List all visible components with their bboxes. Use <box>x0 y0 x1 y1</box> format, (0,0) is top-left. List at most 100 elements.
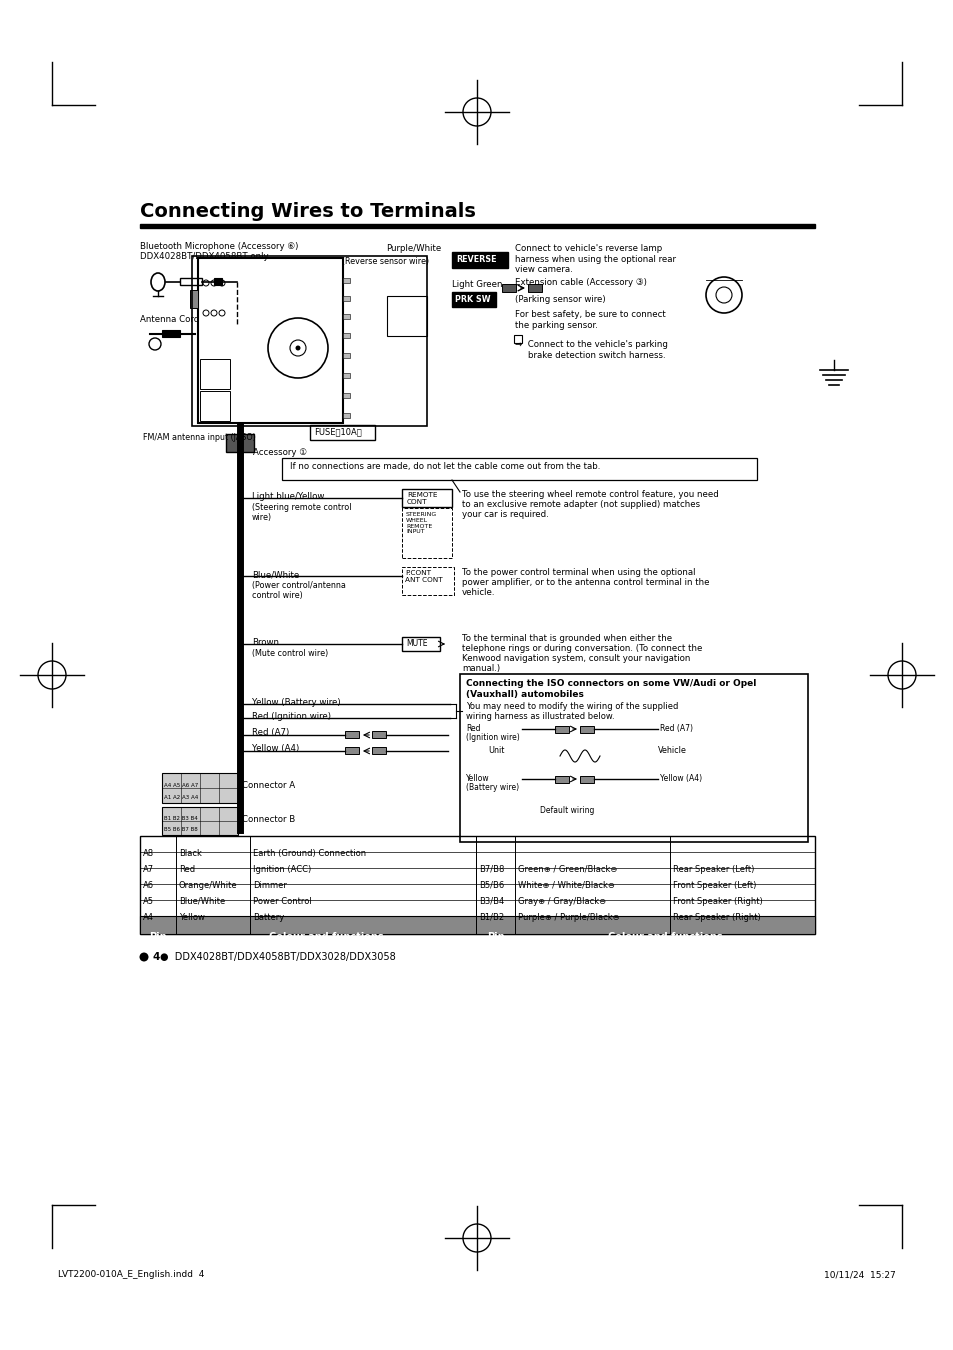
Text: wiring harness as illustrated below.: wiring harness as illustrated below. <box>465 711 614 721</box>
Text: Connector A: Connector A <box>242 782 294 790</box>
Text: B5 B6 B7 B8: B5 B6 B7 B8 <box>164 828 197 832</box>
Bar <box>282 458 757 481</box>
Bar <box>345 730 358 738</box>
Bar <box>401 489 452 508</box>
Text: Connector B: Connector B <box>242 815 294 824</box>
Text: STEERING
WHEEL
REMOTE
INPUT: STEERING WHEEL REMOTE INPUT <box>406 512 436 535</box>
Text: REMOTE
CONT: REMOTE CONT <box>407 491 437 505</box>
Bar <box>459 674 807 842</box>
Bar <box>200 392 230 421</box>
Text: PRK SW: PRK SW <box>455 296 490 304</box>
Text: To use the steering wheel remote control feature, you need: To use the steering wheel remote control… <box>461 490 718 500</box>
Text: DDX4028BT/DDX4058BT only: DDX4028BT/DDX4058BT only <box>140 252 269 261</box>
Text: Front Speaker (Left): Front Speaker (Left) <box>672 882 756 890</box>
Text: your car is required.: your car is required. <box>461 510 548 518</box>
Text: FM/AM antenna input (JASO): FM/AM antenna input (JASO) <box>143 433 255 441</box>
Text: If no connections are made, do not let the cable come out from the tab.: If no connections are made, do not let t… <box>290 462 599 471</box>
Text: Extension cable (Accessory ③): Extension cable (Accessory ③) <box>515 278 646 288</box>
Text: Pin: Pin <box>149 931 167 942</box>
Bar <box>401 637 439 651</box>
Text: A7: A7 <box>143 865 154 873</box>
Bar <box>226 433 253 452</box>
Text: manual.): manual.) <box>461 664 499 674</box>
Text: Light blue/Yellow: Light blue/Yellow <box>252 491 324 501</box>
Text: (Power control/antenna: (Power control/antenna <box>252 580 346 590</box>
Text: Connecting the ISO connectors on some VW/Audi or Opel: Connecting the ISO connectors on some VW… <box>465 679 756 688</box>
Text: Yellow: Yellow <box>179 913 205 922</box>
Text: Green⊕ / Green/Black⊖: Green⊕ / Green/Black⊖ <box>517 865 617 873</box>
Bar <box>180 278 202 285</box>
Bar <box>140 917 814 934</box>
Text: P.CONT
ANT CONT: P.CONT ANT CONT <box>405 570 442 583</box>
Bar <box>372 747 386 755</box>
Text: Yellow (Battery wire): Yellow (Battery wire) <box>252 698 340 707</box>
Bar <box>345 747 358 755</box>
Text: Black: Black <box>179 849 202 859</box>
Text: For best safety, be sure to connect: For best safety, be sure to connect <box>515 310 665 319</box>
Text: (Reverse sensor wire): (Reverse sensor wire) <box>341 256 429 266</box>
Bar <box>140 224 814 228</box>
Bar <box>310 425 375 440</box>
Bar <box>501 284 516 292</box>
Text: A5: A5 <box>143 896 153 906</box>
Text: Colour and functions: Colour and functions <box>607 931 721 942</box>
Text: power amplifier, or to the antenna control terminal in the: power amplifier, or to the antenna contr… <box>461 578 709 587</box>
Text: Blue/White: Blue/White <box>252 570 299 579</box>
Circle shape <box>295 346 300 351</box>
Bar <box>343 413 350 418</box>
Text: Purple⊕ / Purple/Black⊖: Purple⊕ / Purple/Black⊖ <box>517 913 619 922</box>
Text: Battery: Battery <box>253 913 284 922</box>
Text: You may need to modify the wiring of the supplied: You may need to modify the wiring of the… <box>465 702 678 711</box>
Text: Yellow (A4): Yellow (A4) <box>252 744 299 753</box>
Text: the parking sensor.: the parking sensor. <box>515 321 598 329</box>
Bar <box>192 256 427 427</box>
Bar <box>162 774 237 803</box>
Text: A1 A2 A3 A4: A1 A2 A3 A4 <box>164 795 198 801</box>
Text: Red: Red <box>465 724 480 733</box>
Text: Red: Red <box>179 865 195 873</box>
Text: REVERSE: REVERSE <box>456 255 496 265</box>
Text: (Mute control wire): (Mute control wire) <box>252 649 328 657</box>
Bar <box>343 296 350 301</box>
Text: Earth (Ground) Connection: Earth (Ground) Connection <box>253 849 366 859</box>
Bar <box>527 284 541 292</box>
Text: LVT2200-010A_E_English.indd  4: LVT2200-010A_E_English.indd 4 <box>58 1270 204 1278</box>
Text: B1 B2 B3 B4: B1 B2 B3 B4 <box>164 815 197 821</box>
Text: (Vauxhall) automobiles: (Vauxhall) automobiles <box>465 690 583 699</box>
Text: Yellow: Yellow <box>465 774 489 783</box>
Text: A6: A6 <box>143 882 154 890</box>
Bar <box>343 393 350 398</box>
Bar <box>372 730 386 738</box>
Text: Connect to vehicle's reverse lamp: Connect to vehicle's reverse lamp <box>515 244 661 252</box>
Text: ●  DDX4028BT/DDX4058BT/DDX3028/DDX3058: ● DDX4028BT/DDX4058BT/DDX3028/DDX3058 <box>160 952 395 963</box>
Text: B7/B8: B7/B8 <box>478 865 504 873</box>
Text: Red (A7): Red (A7) <box>659 724 692 733</box>
Text: A4: A4 <box>143 913 153 922</box>
Text: Light Green: Light Green <box>452 279 502 289</box>
Bar <box>387 296 427 336</box>
Text: Red (Ignition wire): Red (Ignition wire) <box>252 711 331 721</box>
Text: Colour and functions: Colour and functions <box>269 931 383 942</box>
Bar <box>140 836 814 934</box>
Text: Blue/White: Blue/White <box>179 896 225 906</box>
Text: wire): wire) <box>252 513 272 522</box>
Circle shape <box>139 953 149 961</box>
Text: Rear Speaker (Left): Rear Speaker (Left) <box>672 865 754 873</box>
Bar <box>343 278 350 283</box>
Bar <box>190 290 198 308</box>
Text: Power Control: Power Control <box>253 896 312 906</box>
Text: Gray⊕ / Gray/Black⊖: Gray⊕ / Gray/Black⊖ <box>517 896 605 906</box>
Text: Brown: Brown <box>252 639 278 647</box>
Text: harness when using the optional rear: harness when using the optional rear <box>515 255 676 265</box>
Text: Bluetooth Microphone (Accessory ⑥): Bluetooth Microphone (Accessory ⑥) <box>140 242 298 251</box>
Bar <box>343 373 350 378</box>
Text: 10/11/24  15:27: 10/11/24 15:27 <box>823 1270 895 1278</box>
Text: Default wiring: Default wiring <box>539 806 594 815</box>
Bar <box>162 807 237 836</box>
Bar <box>555 776 568 783</box>
Text: A8: A8 <box>143 849 154 859</box>
Text: FUSE（10A）: FUSE（10A） <box>314 427 361 436</box>
Bar <box>514 335 521 343</box>
Text: (Parking sensor wire): (Parking sensor wire) <box>515 296 605 304</box>
Text: brake detection switch harness.: brake detection switch harness. <box>527 351 665 360</box>
